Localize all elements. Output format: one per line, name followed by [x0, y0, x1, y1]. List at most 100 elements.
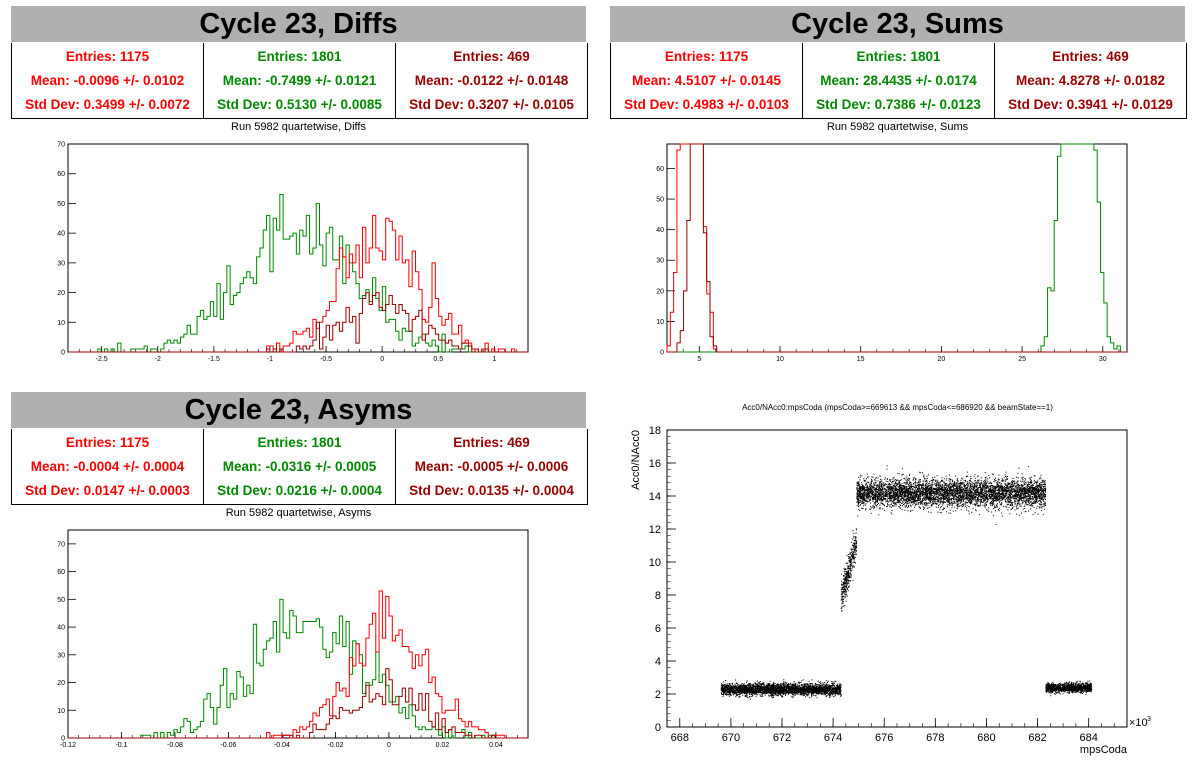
y-tick-label: 10: [649, 557, 661, 569]
sums-banner: Cycle 23, Sums: [610, 6, 1185, 42]
x-tick-label: 676: [875, 732, 893, 744]
stats-box-0: Entries: 1175 Mean: -0.0004 +/- 0.0004 Std…: [12, 429, 203, 505]
scatter-plot: 668 670 672 674 676 678 680 682 684 0 2 4 6 8 10 12 14 16…: [630, 425, 1151, 756]
plot-frame: [67, 143, 529, 353]
x-tick-label: 5: [697, 356, 701, 363]
x-tick-label: 682: [1028, 732, 1046, 744]
stats-entries: Entries: 1175: [65, 435, 150, 451]
y-tick-label: 70: [57, 541, 65, 548]
x-tick-label: 0: [387, 742, 391, 749]
x-axis-label: mpsCoda: [1080, 744, 1128, 756]
stats-entries: Entries: 1801: [257, 49, 342, 65]
y-tick-label: 10: [57, 708, 65, 715]
asyms-banner: Cycle 23, Asyms: [11, 392, 586, 428]
y-tick-label: 60: [57, 569, 65, 576]
x-tick-label: -0.08: [167, 742, 183, 749]
y-tick-label: 2: [655, 689, 661, 701]
y-tick-label: 12: [649, 524, 661, 536]
x-tick-label: 680: [977, 732, 995, 744]
x-exponent-power: 3: [1147, 716, 1151, 723]
x-tick-label: 0.04: [489, 742, 503, 749]
x-tick-label: 10: [776, 356, 784, 363]
x-tick-label: 0.02: [436, 742, 450, 749]
y-tick-label: 10: [656, 319, 664, 326]
x-tick-label: 15: [857, 356, 865, 363]
stats-std: Std Dev: 0.5130 +/- 0.0085: [217, 96, 382, 112]
scatter-plot-title: Acc0/NAcc0:mpsCoda (mpsCoda>=669613 && m…: [742, 403, 1053, 412]
x-tick-label: -0.1: [115, 742, 127, 749]
y-tick-label: 60: [656, 166, 664, 173]
stats-box-0: Entries: 1175 Mean: -0.0096 +/- 0.0102 Std…: [12, 43, 203, 119]
x-tick-label: -2: [155, 356, 161, 363]
stats-entries: Entries: 1801: [856, 49, 941, 65]
x-tick-label: 684: [1079, 732, 1097, 744]
asyms-histogram: -0.12 -0.1 -0.08 -0.06 -0.04 -0.02 0 0.02 0.04 0 1…: [57, 529, 529, 749]
y-tick-label: 0: [61, 350, 65, 357]
x-exponent: ×10: [1129, 717, 1148, 729]
stats-box-1: Entries: 1801 Mean: -0.0316 +/- 0.0005 Std…: [203, 429, 395, 505]
stats-mean: Mean: 4.5107 +/- 0.0145: [632, 72, 781, 88]
stats-std: Std Dev: 0.0135 +/- 0.0004: [409, 482, 574, 498]
stats-mean: Mean: -0.0005 +/- 0.0006: [414, 458, 569, 474]
stats-std: Std Dev: 0.7386 +/- 0.0123: [816, 96, 981, 112]
y-tick-label: 60: [57, 171, 65, 178]
x-tick-label: 25: [1018, 356, 1026, 363]
x-tick-label: -0.12: [60, 742, 76, 749]
stats-mean: Mean: -0.0004 +/- 0.0004: [30, 458, 185, 474]
x-tick-label: 668: [671, 732, 689, 744]
y-tick-label: 18: [649, 425, 661, 437]
y-tick-label: 40: [656, 227, 664, 234]
x-tick-label: 0.5: [433, 356, 443, 363]
stats-box-1: Entries: 1801 Mean: 28.4435 +/- 0.0174 Std…: [802, 43, 994, 119]
asyms-plot-title: Run 5982 quartetwise, Asyms: [225, 507, 372, 519]
plot-frame: [666, 429, 1128, 728]
scatter-points-3: [1045, 680, 1093, 697]
y-tick-label: 8: [655, 590, 661, 602]
y-tick-label: 40: [57, 625, 65, 632]
hist-series-0: [667, 143, 1127, 353]
x-tick-label: -0.06: [220, 742, 236, 749]
x-tick-label: 1: [492, 356, 496, 363]
y-tick-label: 70: [57, 142, 65, 149]
x-tick-label: 20: [937, 356, 945, 363]
x-tick-label: 670: [722, 732, 740, 744]
hist-series-1: [68, 214, 528, 353]
stats-entries: Entries: 469: [453, 49, 530, 65]
x-tick-label: -1: [267, 356, 273, 363]
y-tick-label: 30: [57, 652, 65, 659]
x-tick-label: -0.02: [327, 742, 343, 749]
y-tick-label: 50: [57, 201, 65, 208]
stats-entries: Entries: 469: [453, 435, 530, 451]
sums-plot-title: Run 5982 quartetwise, Sums: [826, 121, 969, 133]
y-tick-label: 20: [656, 288, 664, 295]
y-tick-label: 50: [57, 597, 65, 604]
y-tick-label: 0: [61, 736, 65, 743]
x-tick-label: 30: [1099, 356, 1107, 363]
stats-mean: Mean: 28.4435 +/- 0.0174: [820, 72, 977, 88]
hist-series-2: [667, 143, 1127, 353]
hist-series-0: [68, 598, 528, 739]
x-tick-label: 0: [380, 356, 384, 363]
x-tick-label: -0.04: [274, 742, 290, 749]
stats-std: Std Dev: 0.0216 +/- 0.0004: [217, 482, 382, 498]
plot-frame: [67, 529, 529, 739]
stats-std: Std Dev: 0.3207 +/- 0.0105: [409, 96, 574, 112]
stats-box-1: Entries: 1801 Mean: -0.7499 +/- 0.0121 Std…: [203, 43, 395, 119]
stats-box-0: Entries: 1175 Mean: 4.5107 +/- 0.0145 Std …: [611, 43, 802, 119]
scatter-points-2: [856, 465, 1047, 525]
diffs-stats: Entries: 1175 Mean: -0.0096 +/- 0.0102 Std…: [11, 43, 588, 119]
stats-mean: Mean: -0.0122 +/- 0.0148: [414, 72, 569, 88]
scatter-points-0: [720, 679, 842, 700]
stats-box-2: Entries: 469 Mean: -0.0122 +/- 0.0148 Std …: [395, 43, 587, 119]
diffs-plot-title: Run 5982 quartetwise, Diffs: [231, 121, 366, 133]
y-tick-label: 10: [57, 320, 65, 327]
hist-series-2: [68, 292, 528, 353]
stats-std: Std Dev: 0.0147 +/- 0.0003: [25, 482, 190, 498]
x-tick-label: 672: [773, 732, 791, 744]
y-axis-label: Acc0/NAcc0: [630, 430, 642, 490]
y-tick-label: 50: [656, 197, 664, 204]
stats-std: Std Dev: 0.3941 +/- 0.0129: [1008, 96, 1173, 112]
stats-mean: Mean: 4.8278 +/- 0.0182: [1016, 72, 1165, 88]
